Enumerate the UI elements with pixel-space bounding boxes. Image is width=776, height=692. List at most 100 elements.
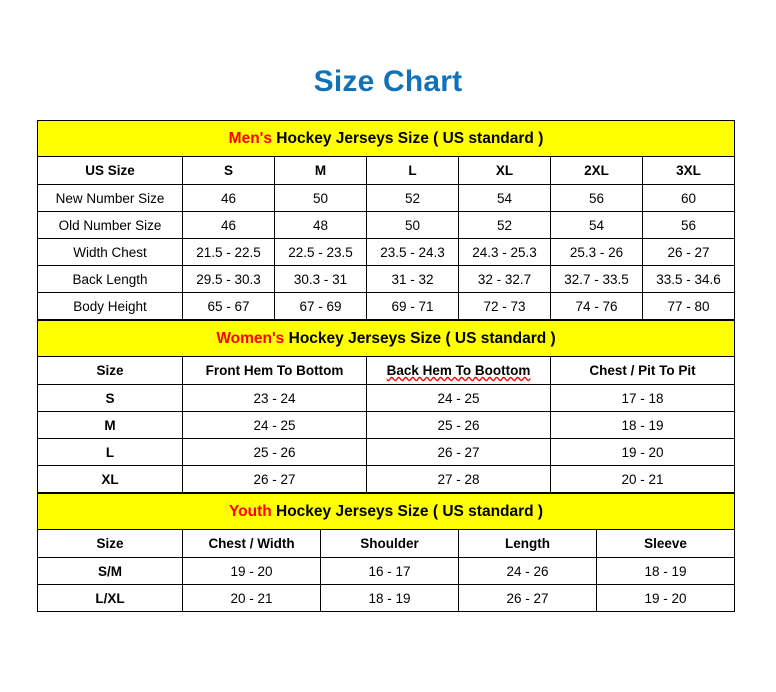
table-cell: 29.5 - 30.3	[182, 265, 275, 293]
womens-size-table: Women's Hockey Jerseys Size ( US standar…	[37, 320, 735, 493]
row-label: S/M	[37, 557, 183, 585]
table-cell: 54	[458, 184, 551, 212]
table-cell: 56	[641, 211, 736, 239]
youth-header-cell: Chest / Width	[182, 529, 321, 558]
table-row: L 25 - 26 26 - 27 19 - 20	[37, 438, 735, 466]
womens-header-cell: Back Hem To Boottom	[366, 356, 551, 385]
table-cell: 25 - 26	[366, 411, 551, 439]
womens-header-misspelled-label: Back Hem To Boottom	[386, 363, 531, 378]
table-row: M 24 - 25 25 - 26 18 - 19	[37, 411, 735, 439]
youth-header-cell: Shoulder	[320, 529, 459, 558]
row-label: Body Height	[37, 292, 183, 320]
table-cell: 26 - 27	[366, 438, 551, 466]
mens-header-cell: L	[366, 156, 459, 185]
table-cell: 24 - 25	[182, 411, 367, 439]
table-cell: 24.3 - 25.3	[458, 238, 551, 266]
table-cell: 17 - 18	[550, 384, 735, 412]
table-row: S 23 - 24 24 - 25 17 - 18	[37, 384, 735, 412]
table-cell: 52	[366, 184, 459, 212]
table-cell: 25.3 - 26	[550, 238, 643, 266]
row-label: XL	[37, 465, 183, 493]
mens-banner-row: Men's Hockey Jerseys Size ( US standard …	[36, 120, 736, 157]
table-cell: 19 - 20	[550, 438, 735, 466]
table-cell: 25 - 26	[182, 438, 367, 466]
youth-size-table: Youth Hockey Jerseys Size ( US standard …	[36, 493, 736, 612]
table-row: New Number Size 46 50 52 54 56 60	[37, 184, 736, 212]
table-cell: 20 - 21	[182, 584, 321, 612]
table-cell: 74 - 76	[550, 292, 643, 320]
row-label: Width Chest	[37, 238, 183, 266]
table-cell: 31 - 32	[366, 265, 459, 293]
youth-banner-accent: Youth	[228, 502, 272, 520]
mens-header-cell: US Size	[37, 156, 183, 185]
table-cell: 33.5 - 34.6	[641, 265, 736, 293]
table-cell: 19 - 20	[182, 557, 321, 585]
table-row: Width Chest 21.5 - 22.5 22.5 - 23.5 23.5…	[37, 238, 736, 266]
mens-header-cell: 3XL	[641, 156, 736, 185]
table-cell: 32.7 - 33.5	[550, 265, 643, 293]
youth-header-cell: Sleeve	[595, 529, 736, 558]
table-cell: 23.5 - 24.3	[366, 238, 459, 266]
mens-banner-cell: Men's Hockey Jerseys Size ( US standard …	[36, 120, 736, 157]
table-cell: 19 - 20	[595, 584, 736, 612]
mens-header-cell: M	[274, 156, 367, 185]
mens-header-cell: S	[182, 156, 275, 185]
mens-header-cell: XL	[458, 156, 551, 185]
youth-header-cell: Length	[458, 529, 597, 558]
table-cell: 69 - 71	[366, 292, 459, 320]
womens-header-row: Size Front Hem To Bottom Back Hem To Boo…	[37, 356, 735, 385]
womens-banner-rest: Hockey Jerseys Size ( US standard )	[284, 329, 556, 347]
page-title: Size Chart	[313, 65, 463, 98]
row-label: Old Number Size	[37, 211, 183, 239]
table-row: Old Number Size 46 48 50 52 54 56	[37, 211, 736, 239]
table-cell: 52	[458, 211, 551, 239]
mens-header-cell: 2XL	[550, 156, 643, 185]
table-row: L/XL 20 - 21 18 - 19 26 - 27 19 - 20	[37, 584, 736, 612]
row-label: S	[37, 384, 183, 412]
row-label: L/XL	[37, 584, 183, 612]
mens-size-table: Men's Hockey Jerseys Size ( US standard …	[36, 120, 736, 320]
table-row: S/M 19 - 20 16 - 17 24 - 26 18 - 19	[37, 557, 736, 585]
table-cell: 65 - 67	[182, 292, 275, 320]
table-cell: 24 - 26	[458, 557, 597, 585]
youth-banner-row: Youth Hockey Jerseys Size ( US standard …	[36, 493, 736, 530]
table-cell: 26 - 27	[182, 465, 367, 493]
mens-header-row: US Size S M L XL 2XL 3XL	[37, 156, 736, 185]
table-row: XL 26 - 27 27 - 28 20 - 21	[37, 465, 735, 493]
table-cell: 23 - 24	[182, 384, 367, 412]
table-cell: 22.5 - 23.5	[274, 238, 367, 266]
row-label: New Number Size	[37, 184, 183, 212]
table-row: Body Height 65 - 67 67 - 69 69 - 71 72 -…	[37, 292, 736, 320]
table-cell: 18 - 19	[550, 411, 735, 439]
table-cell: 50	[366, 211, 459, 239]
row-label: L	[37, 438, 183, 466]
table-cell: 54	[550, 211, 643, 239]
table-cell: 72 - 73	[458, 292, 551, 320]
table-row: Back Length 29.5 - 30.3 30.3 - 31 31 - 3…	[37, 265, 736, 293]
table-cell: 77 - 80	[641, 292, 736, 320]
womens-header-cell: Front Hem To Bottom	[182, 356, 367, 385]
table-cell: 50	[274, 184, 367, 212]
table-cell: 60	[641, 184, 736, 212]
womens-banner-accent: Women's	[216, 329, 285, 347]
table-cell: 67 - 69	[274, 292, 367, 320]
womens-header-cell: Chest / Pit To Pit	[550, 356, 735, 385]
table-cell: 26 - 27	[641, 238, 736, 266]
mens-banner-accent: Men's	[228, 129, 272, 147]
mens-banner-rest: Hockey Jerseys Size ( US standard )	[271, 129, 544, 147]
table-cell: 18 - 19	[320, 584, 459, 612]
womens-header-cell: Size	[37, 356, 183, 385]
youth-header-row: Size Chest / Width Shoulder Length Sleev…	[37, 529, 736, 558]
youth-banner-cell: Youth Hockey Jerseys Size ( US standard …	[36, 493, 736, 530]
table-cell: 18 - 19	[595, 557, 736, 585]
table-cell: 30.3 - 31	[274, 265, 367, 293]
table-cell: 46	[182, 184, 275, 212]
table-cell: 46	[182, 211, 275, 239]
row-label: Back Length	[37, 265, 183, 293]
table-cell: 27 - 28	[366, 465, 551, 493]
table-cell: 16 - 17	[320, 557, 459, 585]
table-cell: 48	[274, 211, 367, 239]
table-cell: 20 - 21	[550, 465, 735, 493]
womens-banner-row: Women's Hockey Jerseys Size ( US standar…	[37, 320, 735, 357]
